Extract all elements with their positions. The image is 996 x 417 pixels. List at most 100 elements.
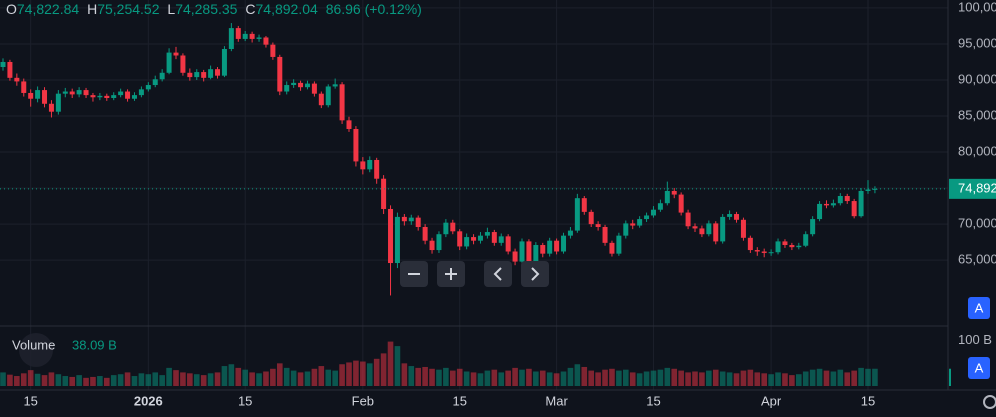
candle-body [533, 245, 539, 264]
volume-bar [104, 377, 110, 386]
volume-bar [623, 369, 629, 386]
right-icon [531, 267, 540, 281]
candle-body [616, 235, 622, 254]
volume-bar [27, 370, 34, 386]
candle-body [547, 240, 553, 254]
volume-bar [754, 372, 761, 386]
x-tick-label: 15 [452, 393, 466, 408]
candle-body [48, 103, 54, 112]
scroll-left-button[interactable] [484, 261, 512, 287]
y-tick-label: 95,000 [958, 35, 996, 50]
volume-bar [484, 370, 491, 386]
scroll-right-button[interactable] [521, 261, 549, 287]
volume-bar [429, 368, 435, 386]
volume-bar [124, 372, 131, 386]
volume-bar [401, 363, 408, 386]
volume-bar [796, 374, 802, 386]
candle-body [602, 226, 608, 243]
logo [19, 333, 53, 367]
volume-bar [131, 376, 138, 386]
volume-bar [865, 368, 871, 386]
volume-bar [595, 372, 601, 386]
volume-bar [90, 376, 96, 386]
x-tick-label: 15 [861, 393, 875, 408]
volume-bar [221, 366, 228, 386]
volume-bar [145, 374, 152, 386]
volume-bar [387, 341, 394, 386]
candle-body [318, 93, 324, 106]
candle-body [242, 33, 248, 39]
candle-body [208, 69, 214, 78]
candle-body [803, 234, 809, 246]
candle-body [76, 90, 82, 95]
candle-body [388, 208, 394, 264]
candle-body [422, 226, 428, 241]
candle-body [761, 251, 767, 253]
volume-bar [685, 372, 691, 386]
candle-body [401, 216, 407, 222]
candle-body [263, 37, 269, 45]
volume-bar [657, 369, 664, 386]
volume-bar [408, 366, 415, 386]
auto-scale-button[interactable] [968, 297, 990, 319]
y-tick-label: 65,000 [958, 252, 996, 267]
volume-auto-scale-label: A [975, 360, 984, 375]
candle-body [180, 55, 186, 73]
candle-body [699, 228, 705, 235]
volume-bar [311, 368, 318, 386]
candle-body [609, 242, 615, 254]
candle-body [526, 241, 532, 264]
volume-bar [491, 369, 498, 386]
volume-bar [353, 360, 359, 386]
candle-body [457, 231, 463, 247]
candle-body [166, 52, 172, 73]
candle-body [567, 230, 573, 236]
volume-bar [671, 368, 678, 386]
volume-bar [809, 369, 816, 386]
candle-body [644, 215, 650, 220]
candle-body [817, 203, 823, 220]
volume-bar [837, 369, 844, 386]
volume-bar [498, 372, 505, 386]
volume-bar [20, 373, 27, 386]
candle-body [734, 214, 740, 220]
candle-body [221, 49, 227, 76]
volume-bar [463, 371, 470, 386]
volume-bar [699, 372, 705, 386]
candle-body [851, 201, 857, 217]
volume-bar [346, 362, 352, 386]
candle-body [194, 72, 200, 78]
volume-bar [83, 377, 89, 386]
settings-icon[interactable] [983, 395, 996, 409]
candle-body [104, 95, 110, 99]
candle-body [415, 217, 421, 227]
volume-bar [650, 370, 657, 386]
candle-body [664, 190, 670, 204]
volume-auto-scale-button[interactable] [968, 357, 990, 379]
volume-bar [470, 372, 477, 386]
volume-bar [187, 373, 193, 386]
x-tick-label: Mar [545, 393, 568, 408]
volume-bar [664, 367, 671, 386]
volume-bar [560, 371, 567, 386]
volume-title: Volume [12, 337, 55, 352]
volume-bar [48, 372, 55, 386]
candle-body [394, 216, 400, 264]
volume-bar [546, 372, 553, 386]
candle-body [374, 159, 380, 179]
volume-bar [629, 372, 636, 386]
candle-body [519, 241, 525, 262]
candle-body [561, 235, 567, 252]
candle-body [97, 95, 103, 98]
candle-body [277, 56, 283, 92]
candle-body [235, 28, 241, 39]
candle-body [464, 237, 470, 247]
low-key: L [167, 1, 175, 17]
candle-body [201, 72, 207, 78]
volume-bar [117, 374, 124, 386]
volume-bar [214, 372, 221, 386]
candle-body [692, 226, 698, 229]
candle-body [291, 82, 297, 86]
volume-bar [110, 375, 117, 386]
candle-body [450, 222, 456, 232]
